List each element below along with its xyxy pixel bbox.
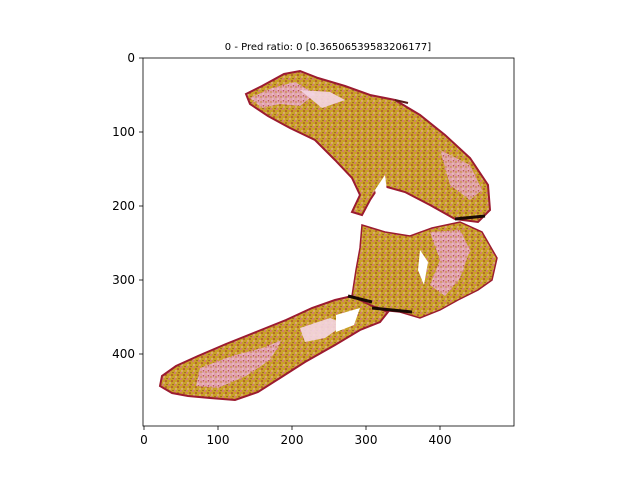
tissue-upper-pink-3 (440, 150, 482, 200)
tissue-fold-2 (347, 294, 373, 304)
y-axis: 0 100 200 300 400 (112, 51, 143, 361)
tissue-lower-pink (196, 340, 282, 388)
x-tick-label: 300 (355, 433, 378, 447)
tissue-image (158, 69, 498, 402)
tissue-fold-4 (394, 99, 409, 104)
tissue-lower-pink-2 (300, 318, 345, 342)
x-tick-label: 0 (140, 433, 148, 447)
tissue-gap-2 (418, 250, 428, 285)
y-tick-label: 300 (112, 273, 135, 287)
x-tick-label: 100 (207, 433, 230, 447)
y-tick-label: 400 (112, 347, 135, 361)
tissue-fold-1 (454, 214, 486, 221)
y-tick-label: 200 (112, 199, 135, 213)
axes-frame (142, 57, 515, 427)
plot-title: 0 - Pred ratio: 0 [0.36506539583206177] (225, 42, 432, 53)
x-tick-label: 200 (281, 433, 304, 447)
x-axis: 0 100 200 300 400 (140, 426, 451, 447)
tissue-fold-3 (371, 306, 413, 314)
tissue-upper-pink (250, 82, 315, 108)
x-tick-label: 400 (429, 433, 452, 447)
tissue-gap-3 (336, 308, 360, 332)
tissue-middle-pink (430, 230, 470, 296)
y-tick-label: 0 (127, 51, 135, 65)
tissue-gap-1 (375, 175, 388, 212)
y-tick-label: 100 (112, 125, 135, 139)
tissue-upper-pink-2 (300, 90, 345, 108)
